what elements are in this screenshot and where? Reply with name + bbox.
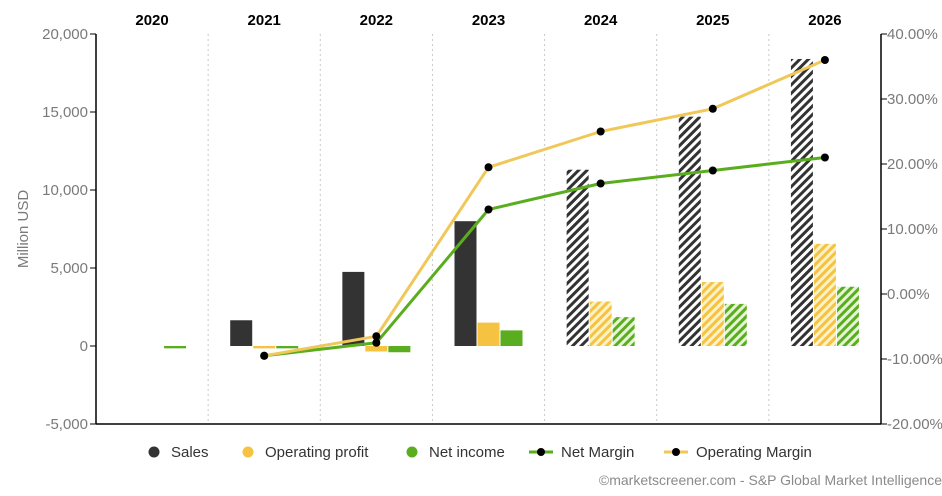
bar-sales-2024	[566, 169, 589, 346]
x-tick-label-2023: 2023	[472, 12, 505, 29]
x-tick-label-2020: 2020	[135, 12, 168, 29]
y2-tick-label: 10.00%	[887, 221, 938, 238]
bar-sales-2023	[454, 221, 477, 346]
y2-tick-label: 20.00%	[887, 156, 938, 173]
margin-lines	[260, 56, 829, 360]
y-tick-label: -5,000	[45, 416, 88, 433]
point-operating-margin-2021	[260, 351, 269, 360]
y2-tick-label: -20.00%	[887, 416, 942, 433]
bar-operating-profit-2021	[253, 346, 276, 349]
y-tick-label: 0	[80, 338, 88, 355]
point-net-margin-2023	[484, 205, 493, 214]
bar-net-income-2021	[276, 346, 299, 349]
point-operating-margin-2022	[372, 332, 381, 341]
x-tick-label-2021: 2021	[248, 12, 281, 29]
credit-text: ©marketscreener.com - S&P Global Market …	[598, 472, 942, 488]
y-axis-title: Million USD	[15, 190, 32, 269]
line-operating-margin	[263, 58, 826, 358]
axes: -5,000 0 5,000 10,000 15,000 20,000 -20.00% -10…	[15, 12, 942, 433]
y-tick-label: 20,000	[42, 26, 88, 43]
bar-sales-2025	[678, 116, 701, 347]
legend-label-sales: Sales	[171, 444, 209, 461]
bar-net-income-2024	[612, 317, 635, 346]
y-tick-label: 5,000	[50, 260, 88, 277]
legend-marker-sales	[148, 446, 160, 458]
line-net-margin	[264, 156, 826, 358]
legend: Sales Operating profit Net income Net Margi…	[148, 444, 812, 461]
legend-marker-operating-margin	[672, 448, 680, 456]
y-tick-label: 15,000	[42, 104, 88, 121]
bar-net-income-2020	[164, 346, 187, 349]
y2-tick-label: -10.00%	[887, 351, 942, 368]
legend-marker-operating-profit	[242, 446, 254, 458]
point-net-margin-2024	[596, 179, 605, 188]
legend-marker-net-income	[406, 446, 418, 458]
x-tick-label-2026: 2026	[808, 12, 841, 29]
y2-tick-label: 0.00%	[887, 286, 930, 303]
bar-net-income-2022	[388, 346, 411, 353]
y2-tick-label: 40.00%	[887, 26, 938, 43]
bar-operating-profit-2022	[365, 346, 388, 352]
legend-label-operating-margin: Operating Margin	[696, 444, 812, 461]
bar-net-income-2026	[836, 286, 859, 346]
bar-operating-profit-2024	[589, 301, 612, 346]
point-operating-margin-2024	[596, 127, 605, 136]
bar-operating-profit-2025	[701, 282, 724, 346]
point-operating-margin-2023	[484, 163, 493, 172]
bar-sales-2021	[230, 320, 253, 346]
point-net-margin-2026	[820, 153, 829, 162]
bar-net-income-2023	[500, 330, 523, 346]
bar-operating-profit-2023	[477, 322, 500, 346]
point-operating-margin-2026	[820, 56, 829, 64]
x-tick-label-2025: 2025	[696, 12, 729, 29]
legend-label-net-margin: Net Margin	[561, 444, 634, 461]
y2-tick-label: 30.00%	[887, 91, 938, 108]
grid	[207, 34, 770, 424]
bar-sales-2022	[342, 271, 365, 346]
point-net-margin-2022	[372, 338, 381, 347]
legend-marker-net-margin	[537, 448, 545, 456]
point-operating-margin-2025	[708, 104, 717, 113]
x-tick-label-2024: 2024	[584, 12, 618, 29]
x-tick-label-2022: 2022	[360, 12, 393, 29]
legend-label-net-income: Net income	[429, 444, 505, 461]
bar-net-income-2025	[724, 303, 747, 346]
bar-sales-2026	[790, 58, 813, 347]
legend-label-operating-profit: Operating profit	[265, 444, 369, 461]
y-tick-label: 10,000	[42, 182, 88, 199]
point-net-margin-2025	[708, 166, 717, 175]
bar-operating-profit-2026	[813, 243, 836, 346]
